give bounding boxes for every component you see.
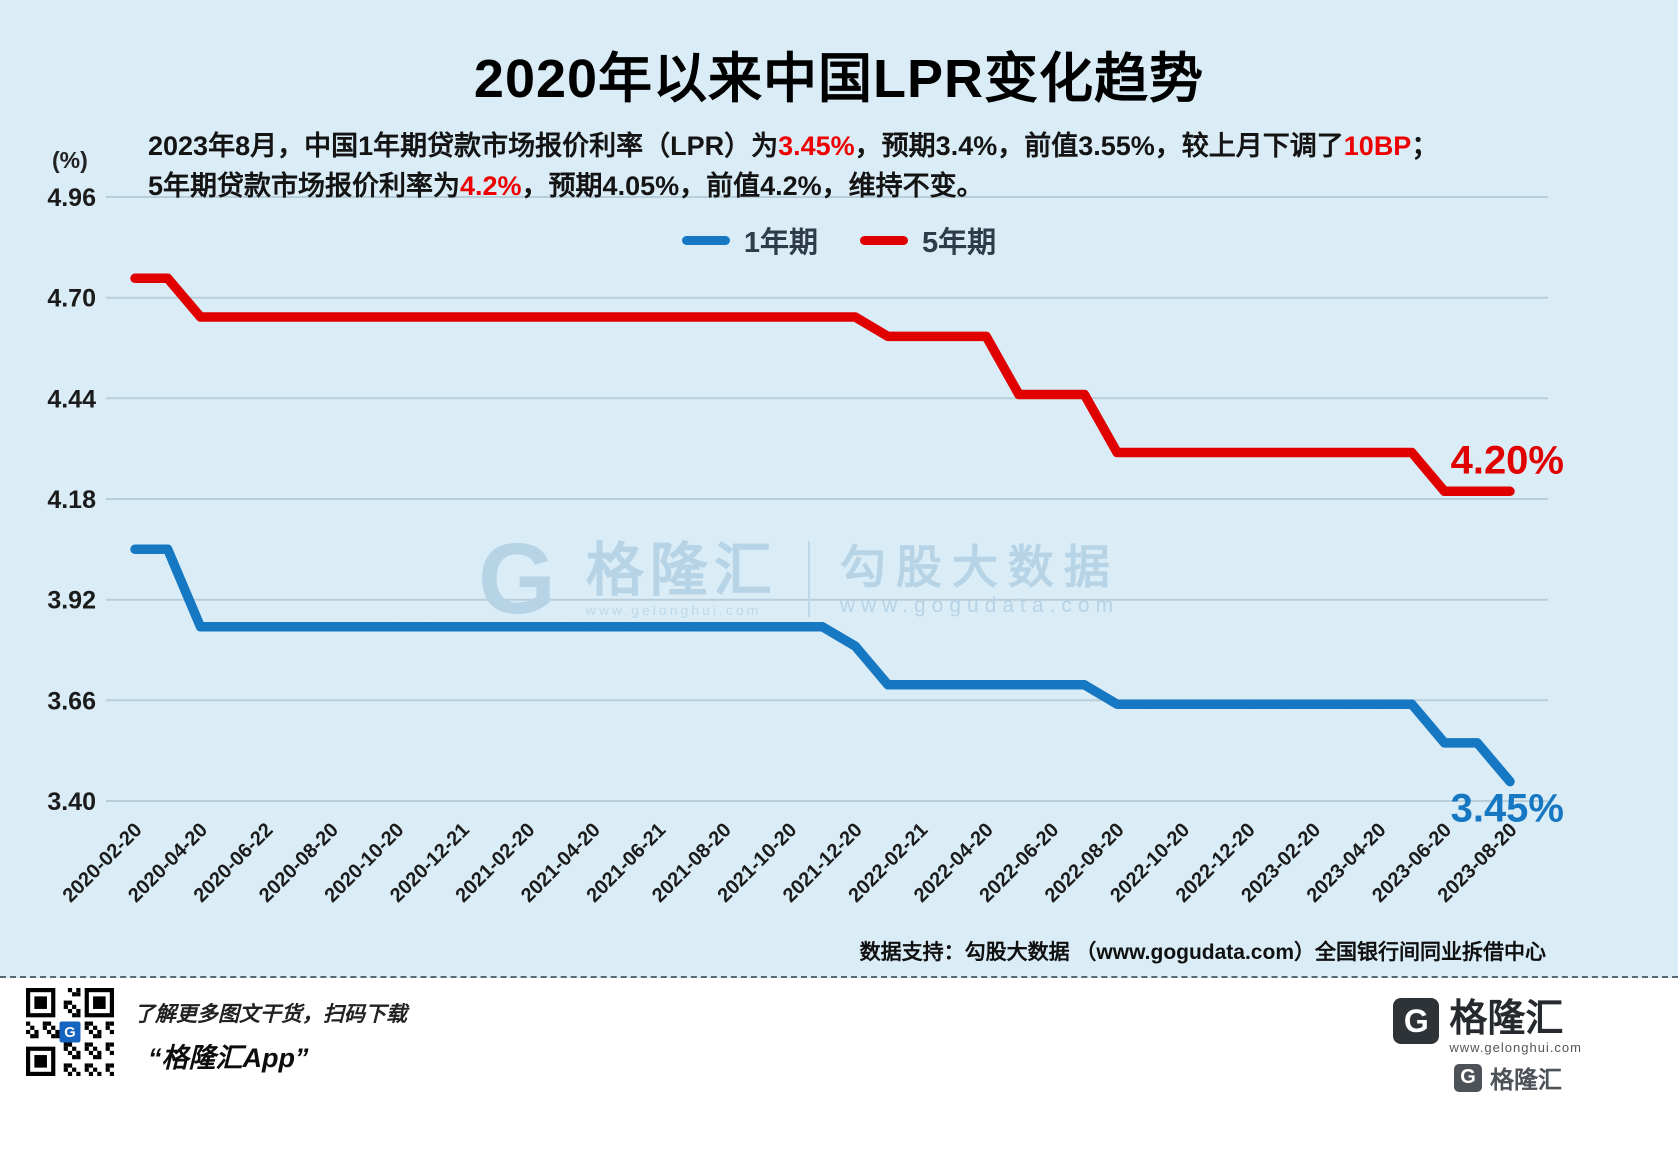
subtitle-text: 5年期贷款市场报价利率为 — [148, 171, 461, 201]
qr-app-name: “格隆汇App” — [148, 1043, 309, 1073]
svg-text:4.18: 4.18 — [47, 486, 96, 514]
svg-text:G: G — [64, 1025, 75, 1041]
legend-item-5y: 5年期 — [860, 219, 996, 261]
subtitle-text: ； — [1411, 131, 1439, 161]
svg-text:4.44: 4.44 — [47, 385, 96, 413]
subtitle-highlight-bp: 10BP — [1343, 131, 1412, 161]
svg-text:3.45%: 3.45% — [1451, 787, 1564, 831]
chart-subtitle: 2023年8月，中国1年期贷款市场报价利率（LPR）为3.45%，预期3.4%，… — [148, 126, 1438, 206]
subtitle-text: ，预期3.4%，前值3.55%，较上月下调了 — [854, 131, 1344, 161]
gelonghui-logo-small: G 格隆汇 — [1454, 1060, 1562, 1095]
chart-legend: 1年期 5年期 — [0, 219, 1678, 261]
svg-text:4.20%: 4.20% — [1451, 438, 1564, 482]
legend-label-5y: 5年期 — [922, 227, 997, 259]
gelonghui-logo-name-small: 格隆汇 — [1490, 1067, 1562, 1094]
svg-text:4.96: 4.96 — [47, 184, 96, 212]
qr-caption: 了解更多图文干货，扫码下载 — [134, 1003, 407, 1026]
page-title: 2020年以来中国LPR变化趋势 — [473, 49, 1205, 109]
footer-divider — [0, 976, 1678, 978]
svg-text:3.40: 3.40 — [47, 788, 96, 816]
lpr-trend-chart: 4.964.704.444.183.923.663.402020-02-2020… — [47, 184, 1564, 907]
gelonghui-logo-url: www.gelonghui.com — [1449, 1040, 1582, 1055]
legend-swatch-5y — [860, 235, 908, 245]
gelonghui-logo-name: 格隆汇 — [1449, 998, 1564, 1040]
subtitle-line-2: 5年期贷款市场报价利率为4.2%，预期4.05%，前值4.2%，维持不变。 — [148, 166, 1438, 206]
qr-code: G — [26, 988, 114, 1076]
gelonghui-g-icon-small: G — [1454, 1063, 1482, 1092]
subtitle-highlight-1y-rate: 3.45% — [778, 131, 855, 161]
legend-label-1y: 1年期 — [743, 227, 818, 259]
svg-text:3.66: 3.66 — [47, 687, 96, 715]
subtitle-text: 2023年8月，中国1年期贷款市场报价利率（LPR）为 — [148, 131, 779, 161]
svg-text:3.92: 3.92 — [47, 587, 96, 615]
y-axis-unit-label: (%) — [52, 147, 88, 173]
data-source-note: 数据支持：勾股大数据 （www.gogudata.com）全国银行间同业拆借中心 — [859, 941, 1546, 964]
subtitle-line-1: 2023年8月，中国1年期贷款市场报价利率（LPR）为3.45%，预期3.4%，… — [148, 126, 1438, 166]
gelonghui-logo: G 格隆汇 www.gelonghui.com — [1393, 998, 1582, 1055]
legend-item-1y: 1年期 — [681, 219, 818, 261]
svg-text:4.70: 4.70 — [47, 285, 96, 313]
gelonghui-logo-text-block: 格隆汇 www.gelonghui.com — [1449, 998, 1582, 1055]
legend-swatch-1y — [681, 235, 730, 245]
subtitle-text: ，预期4.05%，前值4.2%，维持不变。 — [521, 171, 984, 201]
subtitle-highlight-5y-rate: 4.2% — [460, 171, 522, 201]
gelonghui-g-icon: G — [1393, 998, 1440, 1044]
